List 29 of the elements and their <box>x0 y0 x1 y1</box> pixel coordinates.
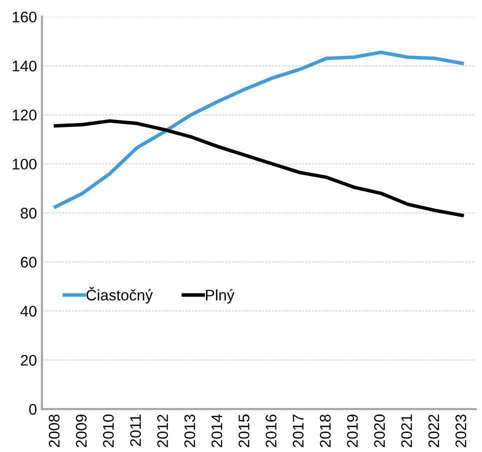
line-series <box>54 119 464 218</box>
line-series <box>54 50 464 208</box>
x-tick-label: 2017 <box>292 414 304 448</box>
y-tick-label: 60 <box>20 256 36 268</box>
x-tick-label: 2021 <box>401 414 412 448</box>
y-tick-label: 140 <box>12 60 36 72</box>
x-tick-label: 2015 <box>238 414 250 448</box>
x-tick-label: 2018 <box>320 414 331 448</box>
x-tick-label: 2019 <box>347 414 358 448</box>
x-tick-label: 2023 <box>455 414 466 448</box>
x-tick-label: 2014 <box>211 414 222 448</box>
x-tick-label: 2012 <box>157 414 168 448</box>
y-tick-label: 40 <box>20 306 36 317</box>
x-tick-label: 2009 <box>76 414 87 448</box>
x-tick-label: 2013 <box>184 414 196 448</box>
y-tick-label: 100 <box>12 158 36 170</box>
y-tick-label: 160 <box>12 12 36 22</box>
legend-label: Plný <box>206 289 234 304</box>
y-tick-label: 0 <box>29 404 36 415</box>
x-tick-label: 2020 <box>374 414 385 448</box>
x-tick-label: 2011 <box>130 414 141 446</box>
y-tick-label: 20 <box>20 354 36 366</box>
legend-label: Čiastočný <box>86 287 153 304</box>
x-tick-label: 2016 <box>266 414 276 448</box>
x-tick-label: 2022 <box>428 414 440 448</box>
y-tick-label: 120 <box>12 110 36 120</box>
x-tick-label: 2010 <box>103 414 114 448</box>
x-tick-label: 2008 <box>48 414 60 448</box>
y-tick-label: 80 <box>20 208 36 219</box>
